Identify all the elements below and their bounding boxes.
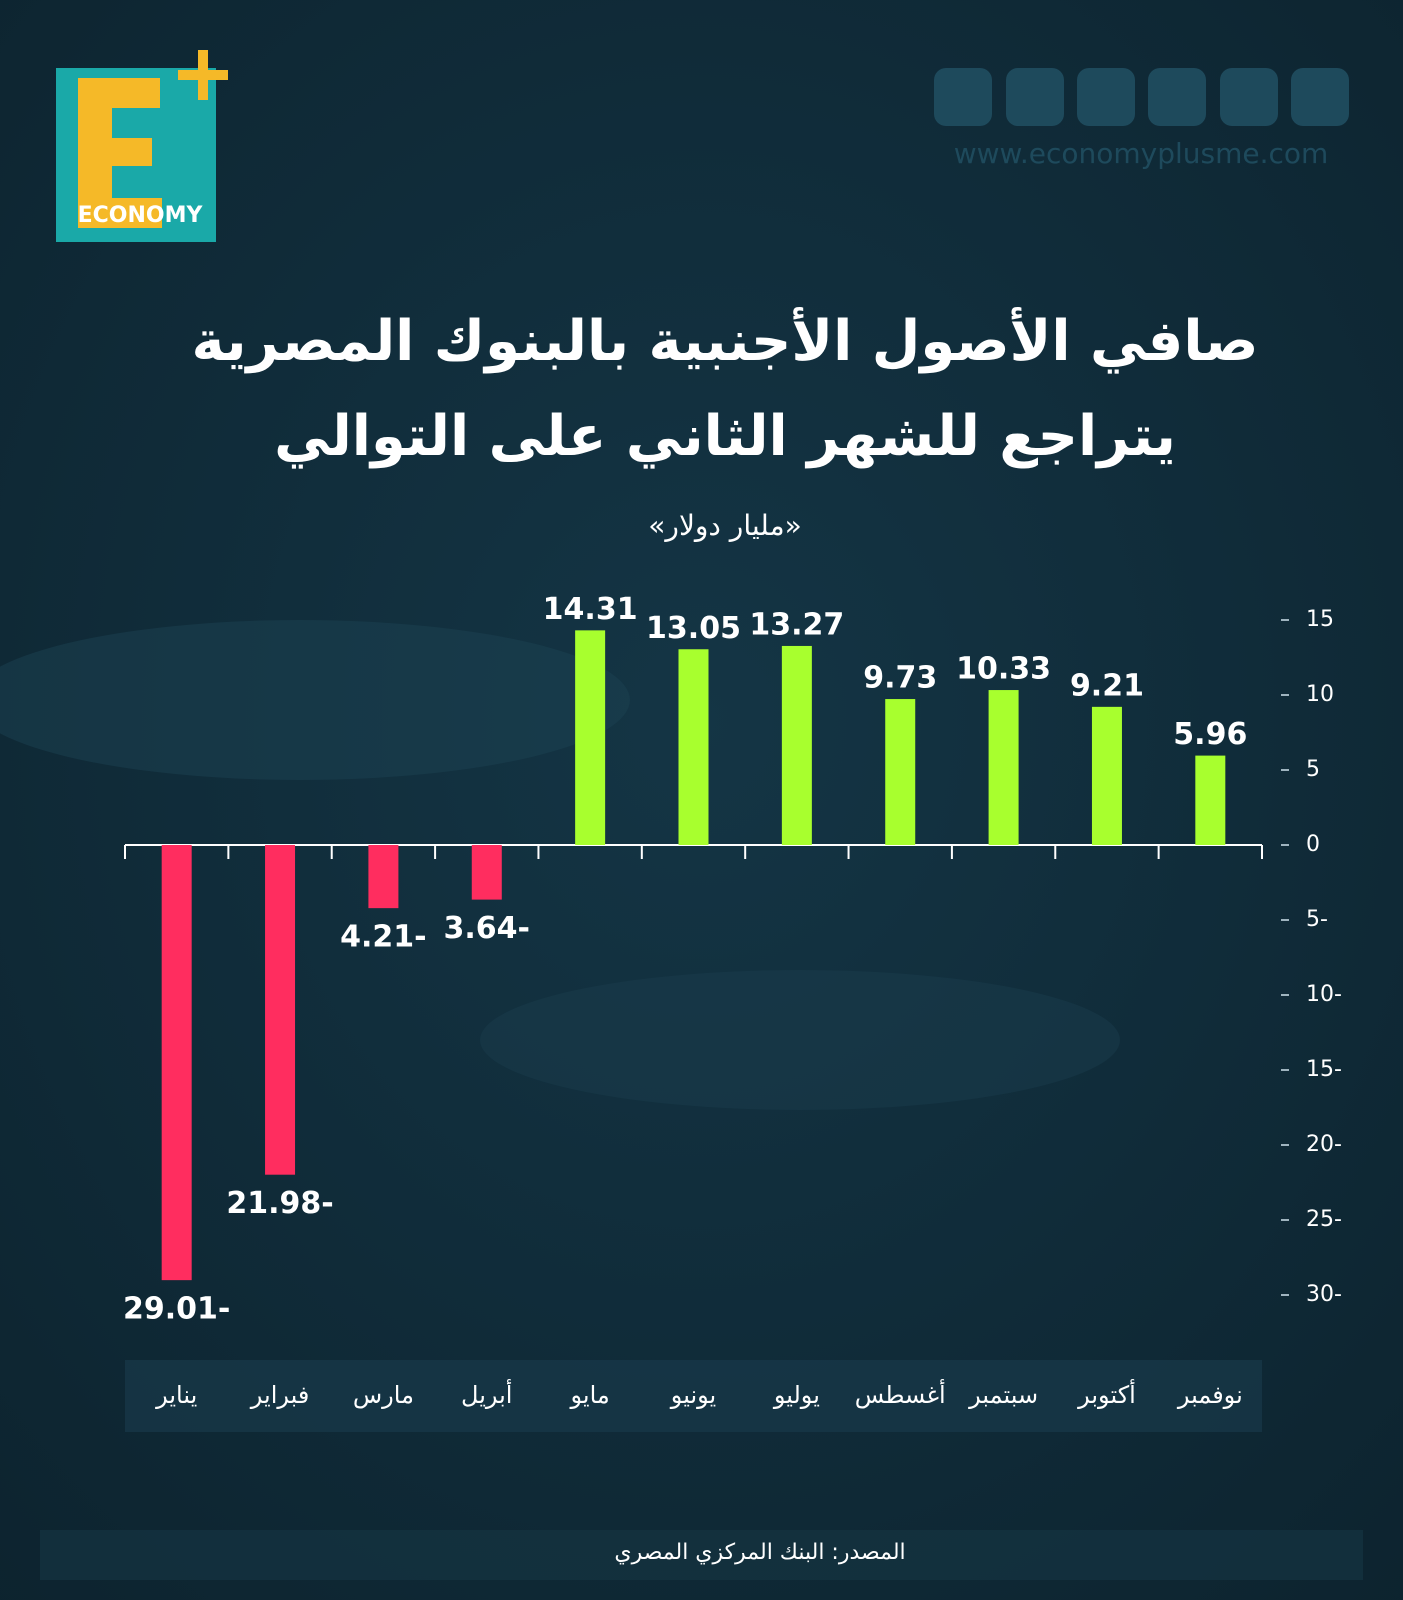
category-band xyxy=(125,1360,1262,1432)
x-tick-label: يونيو xyxy=(670,1381,716,1409)
y-tick-label: 15 xyxy=(1306,607,1334,632)
twitter-icon[interactable] xyxy=(1077,68,1135,126)
y-tick-label: 20- xyxy=(1306,1132,1342,1157)
x-tick-label: نوفمبر xyxy=(1177,1381,1243,1409)
bar xyxy=(885,699,916,845)
value-label: 13.27 xyxy=(749,607,844,642)
chart-title: صافي الأصول الأجنبية بالبنوك المصرية xyxy=(192,306,1259,374)
chart-title: يتراجع للشهر الثاني على التوالي xyxy=(274,404,1176,469)
x-tick-label: أكتوبر xyxy=(1077,1379,1136,1409)
value-label: 4.21- xyxy=(340,920,426,955)
y-tick-label: 5 xyxy=(1306,757,1320,782)
x-tick-label: فبراير xyxy=(250,1381,310,1409)
plot: 15 10 5 0 5- 10- 15- 20- 25- 30- يناير 29.01- فبراير… xyxy=(123,592,1342,1409)
logo-text: ECONOMY xyxy=(78,203,204,228)
x-tick-label: يوليو xyxy=(773,1381,820,1409)
logo: ECONOMY xyxy=(56,50,228,242)
bar xyxy=(781,645,812,845)
bar xyxy=(471,845,502,900)
youtube-icon[interactable] xyxy=(1220,68,1278,126)
y-tick-label: 0 xyxy=(1306,832,1320,857)
cloud xyxy=(0,620,630,780)
y-tick-label: 25- xyxy=(1306,1207,1342,1232)
value-label: 29.01- xyxy=(123,1292,230,1327)
y-tick-label: 5- xyxy=(1306,907,1328,932)
x-tick-label: يناير xyxy=(155,1381,197,1409)
x-tick-label: أغسطس xyxy=(855,1379,946,1409)
instagram-icon[interactable] xyxy=(1006,68,1064,126)
x-tick-label: سبتمبر xyxy=(968,1381,1038,1409)
bar xyxy=(988,690,1019,845)
bar xyxy=(575,630,606,845)
y-tick-label: 30- xyxy=(1306,1282,1342,1307)
linkedin-icon[interactable] xyxy=(1148,68,1206,126)
bar xyxy=(368,845,399,909)
cloud xyxy=(480,970,1120,1110)
social-icons xyxy=(934,68,1349,126)
footer-band xyxy=(40,1530,1363,1580)
value-label: 10.33 xyxy=(956,652,1051,687)
value-label: 9.21 xyxy=(1070,668,1144,703)
bar xyxy=(1091,706,1122,845)
bar xyxy=(678,649,709,845)
value-label: 13.05 xyxy=(646,611,741,646)
source: المصدر: البنك المركزي المصري xyxy=(614,1540,905,1565)
y-tick-label: 10 xyxy=(1306,682,1334,707)
value-label: 3.64- xyxy=(444,911,530,946)
bar xyxy=(1195,755,1226,845)
bar xyxy=(265,845,296,1175)
website[interactable]: www.economyplusme.com xyxy=(954,137,1329,170)
y-tick-label: 15- xyxy=(1306,1057,1342,1082)
x-tick-label: مارس xyxy=(353,1381,414,1409)
value-label: 21.98- xyxy=(226,1186,333,1221)
facebook-icon[interactable] xyxy=(934,68,992,126)
x-tick-label: مايو xyxy=(570,1381,610,1409)
bar xyxy=(161,845,192,1281)
value-label: 5.96 xyxy=(1173,717,1247,752)
chart-subtitle: «مليار دولار» xyxy=(648,509,801,542)
x-tick-label: أبريل xyxy=(461,1379,512,1409)
y-tick-label: 10- xyxy=(1306,982,1342,1007)
value-label: 9.73 xyxy=(863,661,937,696)
value-label: 14.31 xyxy=(543,592,638,627)
threads-icon[interactable] xyxy=(1291,68,1349,126)
